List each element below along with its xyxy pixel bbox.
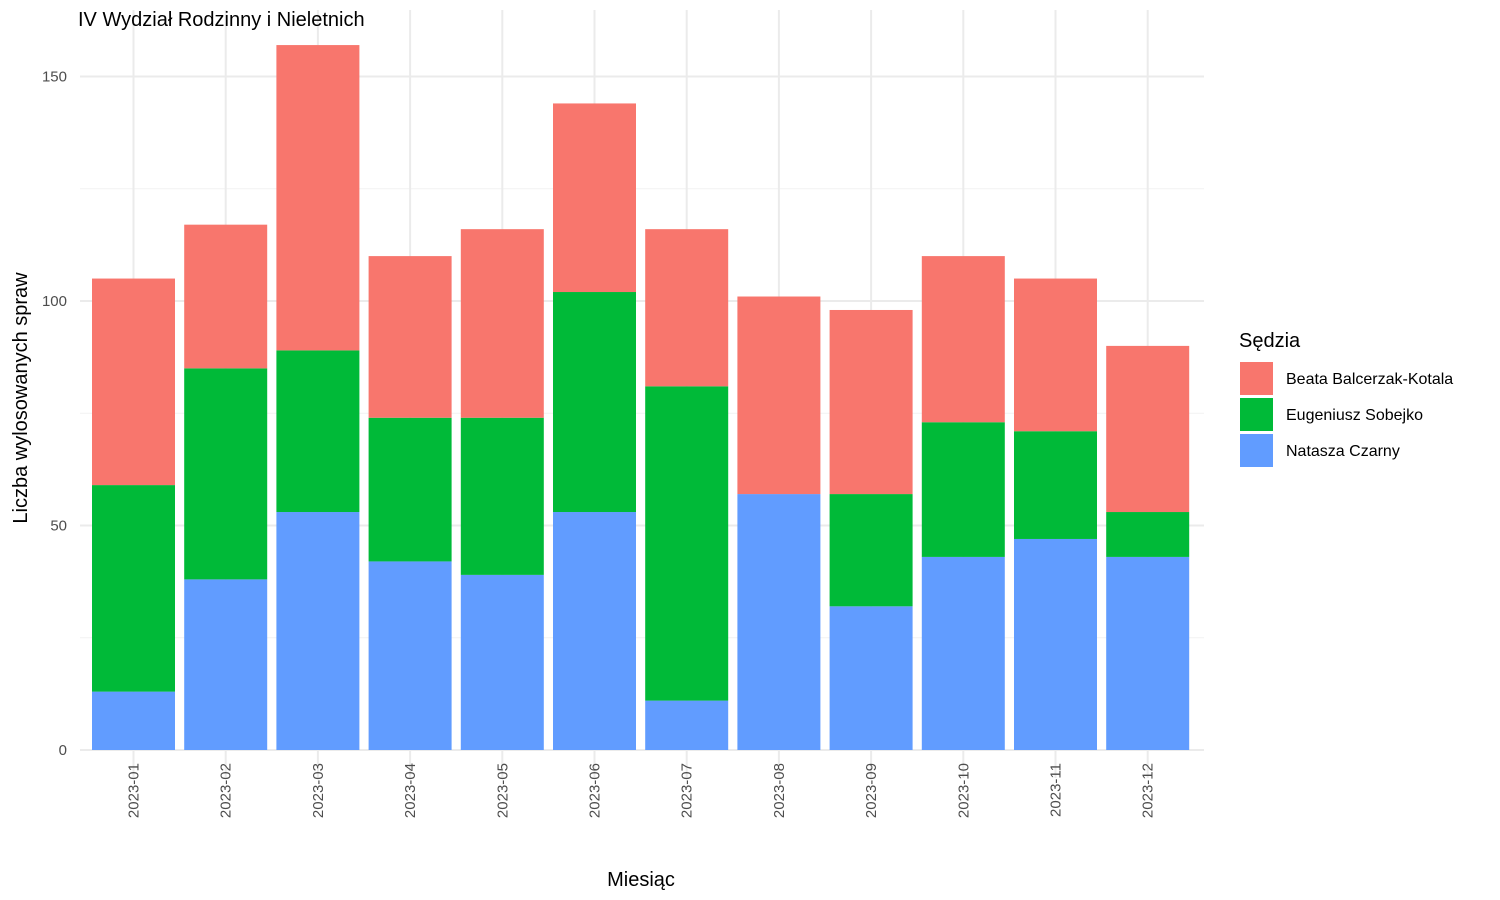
bar-segment [737, 494, 821, 750]
x-tick-label: 2023-09 [863, 763, 880, 818]
bar-segment [553, 292, 636, 513]
legend-swatch [1240, 434, 1273, 467]
bar-segment [1014, 278, 1097, 432]
bar-segment [553, 103, 636, 293]
bar-segment [368, 561, 452, 750]
y-tick-label: 100 [42, 293, 67, 310]
x-tick-label: 2023-10 [955, 763, 972, 818]
bar-segment [368, 256, 452, 418]
bar-segment [184, 579, 268, 750]
bar-segment [553, 512, 636, 750]
bar-segment [1014, 431, 1097, 539]
bar-segment [460, 229, 544, 418]
bar-segment [92, 691, 175, 750]
bar-segment [184, 224, 268, 369]
bar-segment [829, 606, 913, 750]
y-tick-label: 50 [50, 518, 67, 535]
y-tick-label: 150 [42, 69, 67, 86]
x-tick-label: 2023-03 [310, 763, 327, 818]
bar-segment [829, 309, 913, 495]
bar-segment [1106, 512, 1190, 557]
x-tick-label: 2023-12 [1140, 763, 1157, 818]
bar-segment [276, 350, 360, 513]
x-tick-label: 2023-08 [771, 763, 788, 818]
x-tick-label: 2023-02 [218, 763, 235, 818]
x-tick-label: 2023-11 [1048, 763, 1065, 817]
x-tick-label: 2023-07 [679, 763, 696, 818]
bar-segment [921, 256, 1005, 423]
chart-title: IV Wydział Rodzinny i Nieletnich [78, 9, 365, 31]
bar-segment [276, 512, 360, 750]
legend-label: Beata Balcerzak-Kotala [1286, 371, 1453, 388]
y-axis-title: Liczba wylosowanych spraw [10, 272, 32, 524]
bar-segment [184, 368, 268, 580]
legend-label: Natasza Czarny [1286, 443, 1400, 460]
bar-segment [1014, 538, 1097, 750]
y-tick-label: 0 [59, 742, 67, 759]
bar-segment [645, 229, 729, 387]
x-tick-label: 2023-01 [126, 763, 143, 818]
x-axis-ticks: 2023-01 2023-02 2023-03 2023-04 2023-05 2023-… [126, 763, 1157, 818]
x-tick-label: 2023-05 [494, 763, 511, 818]
bar-segment [1106, 556, 1190, 750]
y-axis-ticks: 0 50 100 150 [42, 69, 67, 760]
bar-segment [460, 417, 544, 575]
bar-segment [829, 494, 913, 607]
bar-segment [368, 417, 452, 562]
bar-segment [92, 485, 175, 692]
x-axis-title: Miesiąc [607, 869, 675, 891]
x-tick-label: 2023-04 [402, 763, 419, 818]
bar-segment [737, 296, 821, 495]
bar-segment [645, 700, 729, 750]
legend-label: Eugeniusz Sobejko [1286, 407, 1423, 424]
bar-segment [921, 556, 1005, 750]
legend-title: Sędzia [1239, 330, 1301, 352]
legend-swatch [1240, 362, 1273, 395]
bar-segment [460, 574, 544, 750]
bar-segment [1106, 345, 1190, 513]
bars [92, 45, 1190, 750]
bar-segment [645, 386, 729, 701]
bar-segment [276, 45, 360, 351]
x-tick-label: 2023-06 [587, 763, 604, 818]
bar-segment [921, 422, 1005, 557]
legend-swatch [1240, 398, 1273, 431]
bar-segment [92, 278, 175, 486]
legend: Sędzia Beata Balcerzak-Kotala Eugeniusz S… [1239, 330, 1453, 467]
